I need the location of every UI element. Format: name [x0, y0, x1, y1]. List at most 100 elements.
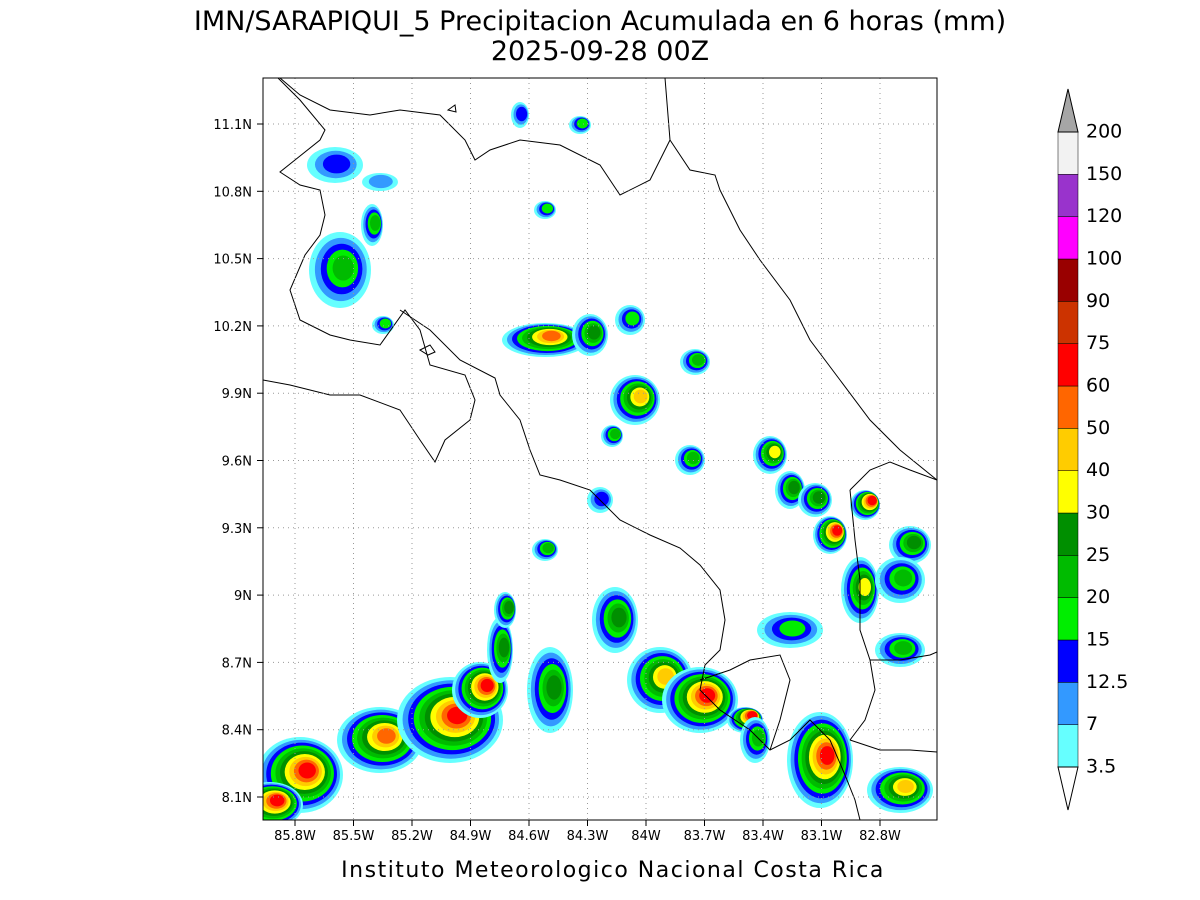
colorbar-label: 50: [1086, 417, 1110, 439]
precip-contour: [691, 354, 705, 366]
precip-contour: [541, 203, 554, 214]
precip-field: [263, 102, 933, 820]
colorbar-label: 12.5: [1086, 671, 1128, 693]
precip-contour: [269, 794, 285, 807]
colorbar-band: [1057, 216, 1079, 260]
lon-label: 85.2W: [391, 829, 433, 844]
colorbar-label: 7: [1086, 713, 1098, 735]
lon-label: 84.6W: [508, 829, 550, 844]
colorbar-band: [1057, 385, 1079, 429]
lon-label: 84.9W: [450, 829, 492, 844]
lon-label: 84W: [631, 829, 661, 844]
colorbar-label: 40: [1086, 459, 1110, 481]
precip-contour: [610, 428, 621, 440]
lat-label: 11.1N: [213, 118, 252, 133]
precip-contour: [377, 728, 396, 744]
precip-contour: [779, 620, 806, 637]
precip-contour: [498, 637, 510, 658]
lat-label: 10.8N: [213, 185, 252, 200]
precip-contour: [832, 525, 843, 536]
precip-contour: [542, 330, 561, 342]
colorbar-label: 25: [1086, 544, 1110, 566]
precip-contour: [867, 495, 877, 506]
map-frame: [262, 77, 938, 821]
colorbar: 3.5 7 12.5 15 20 25 30 40 50 60 75 90 100 120 150 200: [1057, 88, 1128, 811]
lon-label: 83.1W: [801, 829, 843, 844]
colorbar-band: [1057, 682, 1079, 725]
colorbar-under: [1057, 766, 1079, 811]
colorbar-band: [1057, 555, 1079, 598]
colorbar-band: [1057, 512, 1079, 556]
precip-contour: [625, 311, 640, 326]
lon-label: 85.8W: [274, 829, 316, 844]
precip-contour: [594, 491, 609, 507]
precip-contour: [368, 174, 393, 189]
colorbar-band: [1057, 343, 1079, 387]
colorbar-label: 100: [1086, 248, 1122, 270]
coastlines: [263, 78, 937, 820]
colorbar-label: 200: [1086, 121, 1122, 143]
precip-contour: [812, 491, 826, 504]
axis-labels: 85.8W 85.5W 85.2W 84.9W 84.6W 84.3W 84W 83.7W 83…: [213, 118, 901, 844]
colorbar-over: [1057, 88, 1079, 133]
colorbar-band: [1057, 470, 1079, 514]
precip-contour: [587, 325, 601, 340]
colorbar-band: [1057, 258, 1079, 302]
precip-contour: [633, 389, 648, 404]
graticule: [263, 78, 937, 820]
footer: Instituto Meteorologico Nacional Costa R…: [341, 858, 885, 883]
title: IMN/SARAPIQUI_5 Precipitacion Acumulada …: [194, 6, 1006, 37]
precip-contour: [819, 746, 835, 765]
precip-contour: [686, 451, 700, 465]
colorbar-label: 60: [1086, 375, 1110, 397]
precip-contour: [379, 318, 392, 329]
lon-label: 82.8W: [859, 829, 901, 844]
lat-label: 8.4N: [222, 724, 252, 739]
colorbar-band: [1057, 639, 1079, 683]
colorbar-band: [1057, 428, 1079, 471]
colorbar-label: 3.5: [1086, 756, 1116, 778]
precip-contour: [332, 255, 354, 281]
lon-label: 83.7W: [684, 829, 726, 844]
colorbar-label: 20: [1086, 586, 1110, 608]
precip-contour: [576, 118, 589, 129]
precip-contour: [480, 678, 494, 693]
precip-contour: [906, 535, 922, 550]
precip-contour: [370, 215, 381, 231]
colorbar-label: 75: [1086, 332, 1110, 354]
colorbar-band: [1057, 131, 1079, 175]
colorbar-band: [1057, 301, 1079, 344]
lat-label: 10.5N: [213, 253, 252, 268]
precip-contour: [699, 688, 716, 703]
lat-label: 8.7N: [222, 656, 252, 671]
lat-label: 10.2N: [213, 320, 252, 335]
colorbar-band: [1057, 597, 1079, 641]
precip-contour: [546, 675, 562, 700]
lat-label: 9N: [234, 589, 252, 604]
precip-contour: [788, 480, 800, 495]
colorbar-label: 90: [1086, 290, 1110, 312]
colorbar-label: 30: [1086, 502, 1110, 524]
precip-contour: [611, 607, 627, 628]
colorbar-label: 15: [1086, 629, 1110, 651]
precip-contour: [322, 154, 351, 174]
colorbar-band: [1057, 174, 1079, 217]
precip-contour: [516, 106, 528, 122]
lon-label: 83.4W: [742, 829, 784, 844]
lon-label: 85.5W: [333, 829, 375, 844]
precip-contour: [894, 569, 913, 587]
precip-contour: [894, 641, 913, 655]
precip-contour: [298, 762, 316, 779]
lon-label: 84.3W: [567, 829, 609, 844]
precip-contour: [858, 578, 871, 596]
colorbar-label: 120: [1086, 205, 1122, 227]
colorbar-label: 150: [1086, 163, 1122, 185]
subtitle: 2025-09-28 00Z: [491, 36, 709, 67]
precip-contour: [542, 542, 554, 554]
colorbar-band: [1057, 724, 1079, 768]
precip-contour: [769, 445, 781, 459]
lat-label: 8.1N: [222, 791, 252, 806]
lat-label: 9.6N: [222, 455, 252, 470]
precip-contour: [897, 779, 914, 794]
